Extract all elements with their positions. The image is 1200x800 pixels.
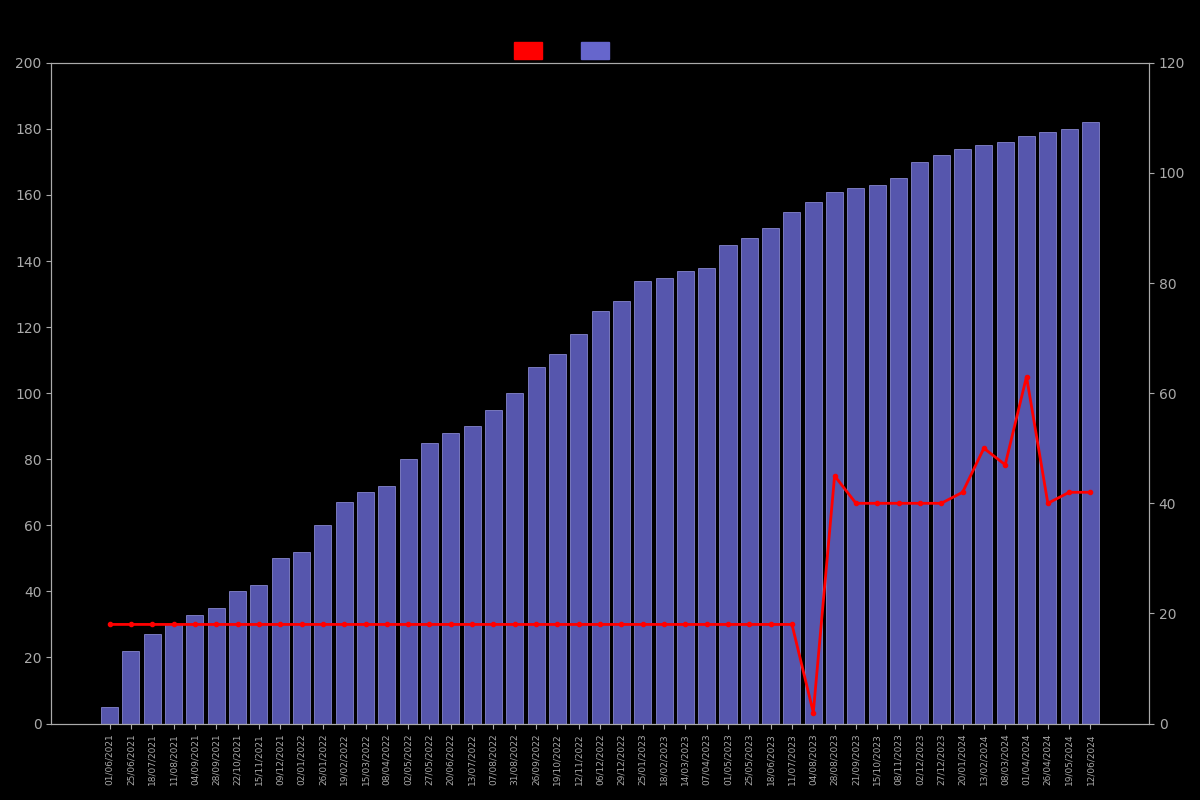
Bar (506, 393, 523, 723)
Bar (740, 238, 758, 723)
Bar (122, 651, 139, 723)
Bar (548, 354, 566, 723)
Bar (847, 188, 864, 723)
Bar (1061, 129, 1078, 723)
Bar (613, 301, 630, 723)
Bar (592, 310, 608, 723)
Bar (655, 278, 672, 723)
Bar (826, 192, 844, 723)
Bar (314, 526, 331, 723)
Bar (570, 334, 587, 723)
Bar (677, 271, 694, 723)
Bar (271, 558, 289, 723)
Bar (805, 202, 822, 723)
Bar (1039, 132, 1056, 723)
Bar (421, 442, 438, 723)
Bar (1018, 135, 1036, 723)
Bar (101, 707, 118, 723)
Bar (698, 268, 715, 723)
Bar (443, 433, 460, 723)
Bar (166, 625, 182, 723)
Bar (356, 492, 374, 723)
Bar (293, 552, 310, 723)
Bar (400, 459, 416, 723)
Bar (528, 366, 545, 723)
Bar (997, 142, 1014, 723)
Bar (869, 185, 886, 723)
Bar (890, 178, 907, 723)
Bar (208, 608, 224, 723)
Bar (485, 410, 502, 723)
Bar (762, 228, 779, 723)
Legend: , : , (509, 37, 625, 65)
Bar (720, 245, 737, 723)
Bar (932, 155, 949, 723)
Bar (186, 614, 204, 723)
Bar (784, 211, 800, 723)
Bar (251, 585, 268, 723)
Bar (336, 502, 353, 723)
Bar (144, 634, 161, 723)
Bar (634, 281, 652, 723)
Bar (976, 146, 992, 723)
Bar (911, 162, 929, 723)
Bar (378, 486, 395, 723)
Bar (463, 426, 481, 723)
Bar (954, 149, 971, 723)
Bar (1082, 122, 1099, 723)
Bar (229, 591, 246, 723)
